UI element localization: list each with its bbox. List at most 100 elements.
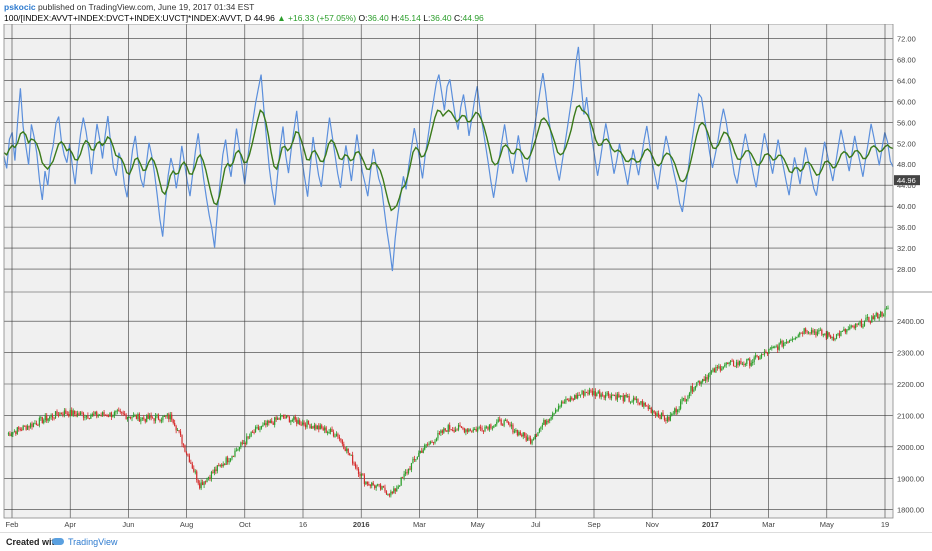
candle-body — [596, 393, 598, 397]
candle-body — [63, 410, 65, 415]
candle-body — [422, 449, 424, 453]
candle-body — [734, 365, 736, 367]
candle-body — [209, 477, 211, 479]
candle-body — [343, 444, 345, 449]
candle-body — [232, 455, 235, 457]
candle-body — [555, 409, 557, 414]
candle-body — [665, 419, 667, 421]
candle-body — [175, 426, 177, 431]
candle-body — [293, 416, 295, 421]
candle-body — [44, 415, 46, 421]
candle-body — [384, 487, 386, 492]
candle-body — [646, 405, 648, 407]
author-link[interactable]: pskocic — [4, 2, 36, 12]
candle-body — [546, 420, 548, 425]
candle-body — [718, 366, 720, 368]
candle-body — [794, 337, 796, 339]
candle-body — [472, 429, 474, 432]
candle-body — [731, 360, 733, 362]
open-value: 36.40 — [367, 13, 389, 23]
candle-body — [875, 313, 877, 316]
candle-body — [513, 431, 516, 433]
candle-body — [728, 362, 730, 364]
candle-body — [518, 431, 520, 436]
candle-body — [200, 482, 202, 489]
candle-body — [765, 351, 767, 353]
candle-body — [262, 424, 264, 427]
time-tick-label: May — [471, 520, 485, 529]
candle-body — [400, 477, 402, 486]
candle-body — [810, 330, 813, 334]
candle-body — [372, 482, 374, 486]
candle-body — [585, 391, 588, 393]
candle-body — [584, 391, 586, 396]
candle-body — [502, 424, 504, 426]
candle-body — [254, 427, 257, 433]
candle-body — [855, 323, 857, 328]
candle-body — [744, 363, 746, 365]
candle-body — [259, 428, 261, 430]
candle-body — [572, 398, 574, 400]
chart-canvas[interactable]: 72.00 68.00 64.00 60.00 56.00 52.00 48.00 44.00… — [0, 24, 932, 532]
time-axis-area — [4, 518, 893, 532]
candle-body — [207, 477, 210, 479]
candle-body — [634, 397, 636, 400]
candle-body — [540, 426, 542, 429]
candle-body — [202, 482, 204, 486]
candle-body — [491, 427, 493, 429]
candle-body — [182, 443, 185, 445]
price-pane — [4, 292, 893, 518]
candle-body — [862, 326, 864, 328]
candle-body — [59, 412, 61, 416]
candle-body — [381, 485, 383, 490]
candle-body — [410, 463, 413, 470]
candle-body — [687, 395, 689, 400]
candle-body — [571, 397, 573, 399]
candle-body — [885, 308, 888, 310]
candle-body — [647, 406, 649, 410]
candle-body — [146, 414, 148, 422]
candle-body — [697, 381, 699, 383]
candle-body — [541, 424, 543, 427]
candle-body — [215, 469, 217, 472]
candle-body — [256, 427, 258, 429]
symbol-expression[interactable]: 100/[INDEX:AVVT+INDEX:DVCT+INDEX:UVCT]*I… — [4, 13, 252, 23]
candle-body — [497, 419, 499, 423]
candle-body — [763, 351, 766, 355]
candle-body — [466, 429, 468, 432]
candle-body — [644, 402, 646, 406]
candle-body — [274, 417, 276, 425]
candle-body — [863, 321, 866, 327]
candle-body — [253, 432, 255, 434]
candle-body — [332, 431, 335, 437]
candle-body — [681, 398, 683, 402]
candle-body — [316, 425, 318, 429]
candle-body — [706, 376, 708, 380]
candle-body — [352, 454, 354, 464]
candle-body — [103, 412, 105, 415]
candle-body — [150, 415, 152, 418]
tradingview-brand-link[interactable]: TradingView — [68, 537, 118, 547]
candle-body — [597, 391, 599, 394]
candle-body — [407, 468, 410, 474]
candle-body — [463, 428, 466, 433]
candle-body — [91, 413, 93, 417]
candle-body — [844, 329, 846, 333]
candle-body — [800, 332, 802, 334]
candle-body — [218, 465, 220, 467]
candle-body — [74, 410, 76, 414]
candle-body — [297, 420, 299, 424]
candle-body — [87, 415, 89, 419]
candle-body — [328, 432, 330, 434]
candle-body — [94, 411, 96, 415]
candle-body — [321, 425, 323, 429]
candle-body — [653, 411, 655, 413]
candle-body — [377, 484, 379, 486]
candle-body — [149, 415, 151, 419]
candle-body — [569, 397, 571, 402]
candle-body — [69, 410, 71, 417]
candle-body — [190, 462, 192, 464]
candle-body — [409, 468, 411, 470]
candle-body — [296, 419, 298, 424]
candle-body — [385, 491, 388, 495]
